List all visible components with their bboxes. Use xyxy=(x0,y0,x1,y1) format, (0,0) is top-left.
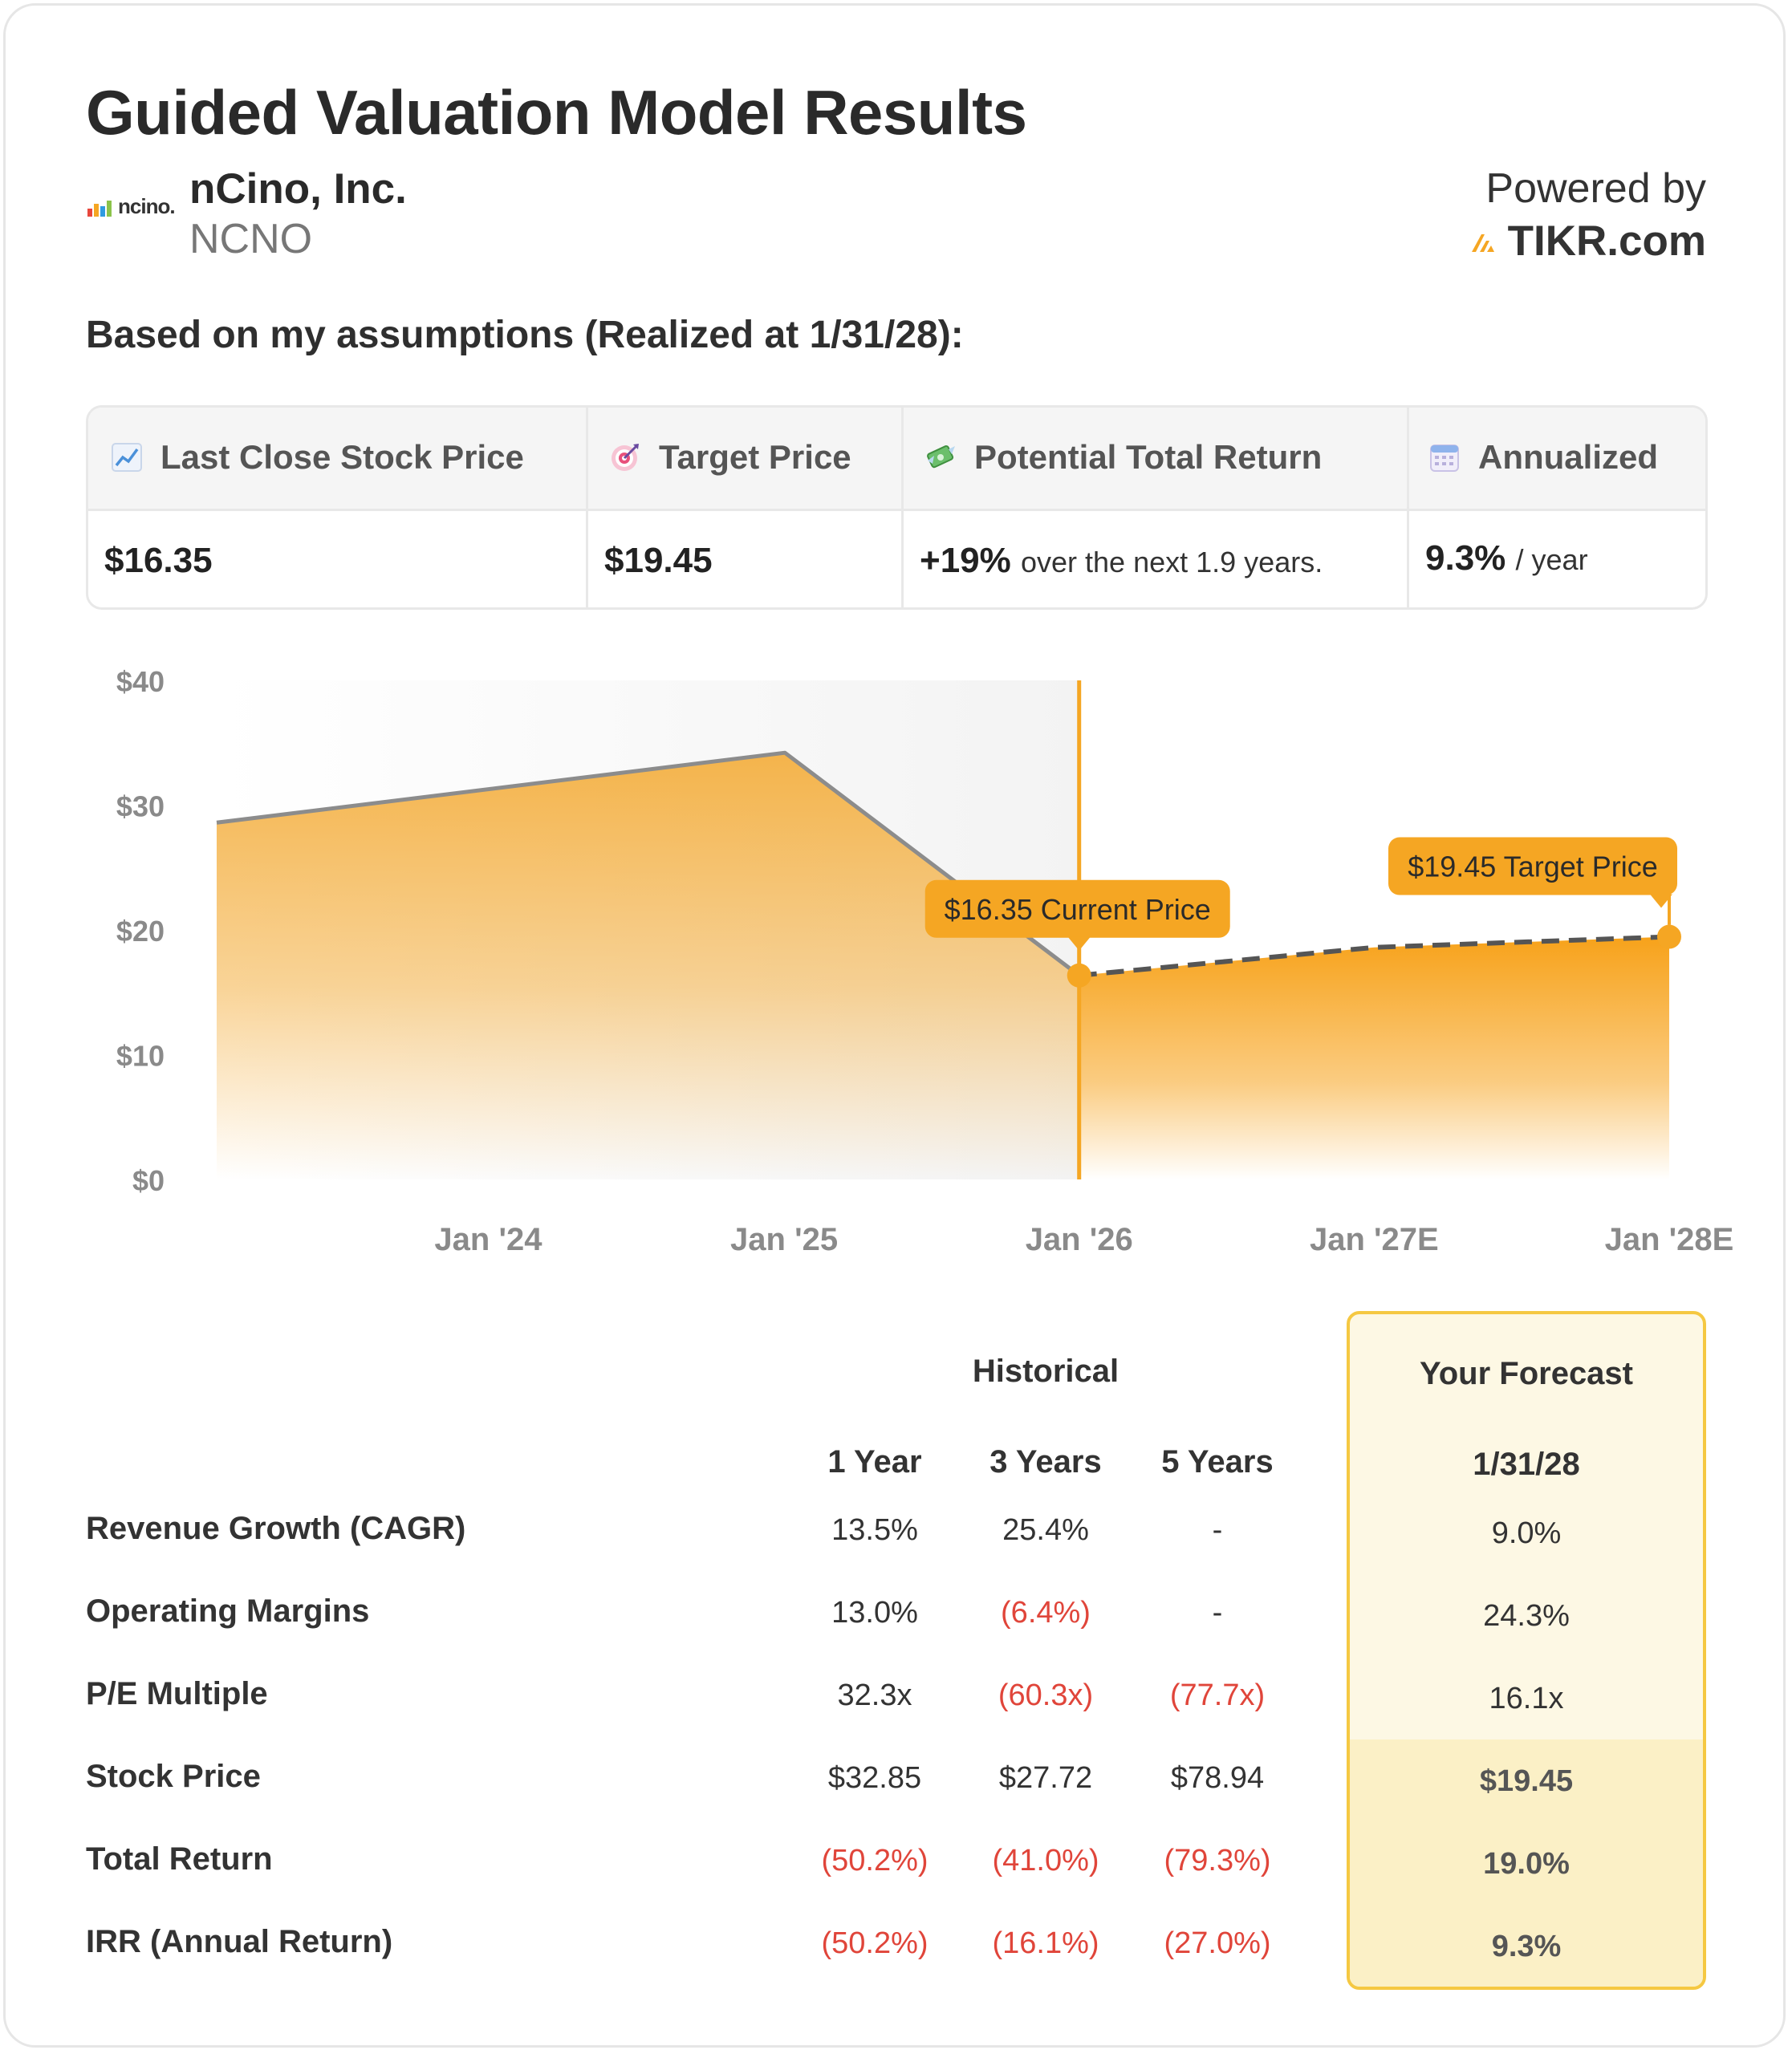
summary-table: Last Close Stock Price $16.35 Target Pri… xyxy=(86,405,1708,610)
y-tick-label: $30 xyxy=(116,790,165,823)
x-tick-label: Jan '25 xyxy=(730,1222,838,1257)
table-cell: $32.85 xyxy=(827,1761,922,1795)
summary-col-last-close: Last Close Stock Price $16.35 xyxy=(88,408,586,607)
annualized-suffix: / year xyxy=(1515,543,1588,576)
summary-col-target: Target Price $19.45 xyxy=(586,408,901,607)
tikr-link[interactable]: TIKR.com xyxy=(1469,217,1706,266)
table-cell: $78.94 xyxy=(1170,1761,1265,1795)
table-cell: 13.0% xyxy=(831,1596,918,1630)
current-price-callout-box xyxy=(924,879,1230,938)
total-return-percent: +19% xyxy=(920,541,1011,580)
summary-header-cell: Potential Total Return xyxy=(924,438,1322,477)
forecast-cell: 19.0% xyxy=(1483,1847,1570,1881)
forecast-cell: 16.1x xyxy=(1489,1682,1564,1715)
historical-header: Historical xyxy=(972,1354,1119,1389)
table-cell: (27.0%) xyxy=(1164,1926,1271,1960)
x-tick-label: Jan '24 xyxy=(434,1222,542,1257)
price-chart: $0 $10 $20 $30 $40 Jan '24 Jan '25 Jan '26 Jan '… xyxy=(116,665,1734,1257)
y-tick-label: $20 xyxy=(116,915,165,948)
y-tick-label: $40 xyxy=(116,665,165,698)
x-tick-label: Jan '27E xyxy=(1310,1222,1439,1257)
ticker-symbol: NCNO xyxy=(189,216,313,262)
row-label: P/E Multiple xyxy=(86,1676,268,1711)
table-cell: 13.5% xyxy=(831,1513,918,1547)
forecast-highlight xyxy=(1350,1739,1703,1987)
assumptions-subtitle: Based on my assumptions (Realized at 1/3… xyxy=(86,314,964,356)
annualized-percent: 9.3% xyxy=(1425,538,1506,578)
target-price-marker xyxy=(1657,924,1681,949)
table-cell: (77.7x) xyxy=(1169,1679,1266,1712)
table-cell: $27.72 xyxy=(998,1761,1093,1795)
summary-header-cell: Last Close Stock Price xyxy=(111,438,524,477)
comparison-table: Historical Your Forecast 1 Year 3 Years … xyxy=(0,1284,1792,2006)
forecast-date-header: 1/31/28 xyxy=(1473,1447,1580,1482)
row-label: Stock Price xyxy=(86,1759,261,1794)
company-name: nCino, Inc. xyxy=(189,165,407,213)
summary-header-label: Target Price xyxy=(659,438,851,476)
row-label: IRR (Annual Return) xyxy=(86,1924,393,1959)
current-price-callout-pointer xyxy=(1067,936,1091,951)
target-value: $19.45 xyxy=(604,541,713,581)
summary-col-total-return: Potential Total Return +19% over the nex… xyxy=(901,408,1407,607)
period-header-5y: 5 Years xyxy=(1161,1444,1274,1480)
table-cell: (60.3x) xyxy=(998,1679,1094,1712)
forecast-area xyxy=(1079,936,1669,1179)
forecast-cell: 24.3% xyxy=(1483,1599,1570,1633)
table-cell: (50.2%) xyxy=(821,1926,929,1960)
tikr-brand: TIKR.com xyxy=(1507,217,1706,265)
total-return-suffix: over the next 1.9 years. xyxy=(1021,546,1323,578)
forecast-cell: 9.3% xyxy=(1491,1930,1562,1963)
x-tick-label: Jan '26 xyxy=(1026,1222,1133,1257)
last-close-price: $16.35 xyxy=(104,541,213,580)
table-cell: (41.0%) xyxy=(992,1844,1099,1877)
table-cell: (6.4%) xyxy=(1001,1596,1091,1630)
target-price-callout-label: $19.45 Target Price xyxy=(1408,850,1658,883)
last-close-value: $16.35 xyxy=(104,541,213,581)
calendar-icon xyxy=(1430,444,1459,472)
summary-header-cell: Target Price xyxy=(609,438,851,477)
summary-col-annualized: Annualized 9.3% / year xyxy=(1407,408,1705,607)
table-cell: - xyxy=(1212,1596,1223,1630)
table-cell: - xyxy=(1212,1513,1223,1547)
forecast-header: Your Forecast xyxy=(1420,1356,1633,1391)
summary-header-label: Last Close Stock Price xyxy=(161,438,524,476)
table-cell: (16.1%) xyxy=(992,1926,1099,1960)
current-price-callout-label: $16.35 Current Price xyxy=(945,893,1211,926)
historical-area xyxy=(217,753,1079,1179)
table-cell: 32.3x xyxy=(837,1679,912,1712)
row-label: Operating Margins xyxy=(86,1593,370,1629)
y-tick-label: $10 xyxy=(116,1040,165,1073)
forecast-cell: $19.45 xyxy=(1479,1764,1574,1798)
summary-header-label: Annualized xyxy=(1478,438,1659,476)
summary-header-label: Potential Total Return xyxy=(974,438,1323,476)
logo-text: ncino. xyxy=(118,194,176,218)
forecast-cell: 9.0% xyxy=(1491,1516,1562,1550)
chart-increasing-icon xyxy=(112,443,142,472)
money-wings-icon xyxy=(927,445,955,469)
company-logo: ncino. xyxy=(86,193,176,218)
target-price: $19.45 xyxy=(604,541,713,580)
target-price-callout-pointer xyxy=(1650,894,1672,908)
current-price-marker xyxy=(1067,963,1091,988)
table-cell: 25.4% xyxy=(1002,1513,1089,1547)
target-price-callout-box xyxy=(1388,837,1677,895)
table-cell: (79.3%) xyxy=(1164,1844,1271,1877)
row-label: Total Return xyxy=(86,1841,273,1877)
forecast-panel xyxy=(1347,1311,1706,1990)
row-label: Revenue Growth (CAGR) xyxy=(86,1511,466,1546)
y-tick-label: $0 xyxy=(132,1164,165,1197)
period-header-1y: 1 Year xyxy=(827,1444,922,1480)
page-title: Guided Valuation Model Results xyxy=(86,77,1027,148)
annualized-value: 9.3% / year xyxy=(1425,538,1588,578)
x-tick-label: Jan '28E xyxy=(1605,1222,1734,1257)
forecast-line xyxy=(1079,934,1670,978)
target-icon xyxy=(612,444,639,471)
summary-header-cell: Annualized xyxy=(1428,438,1658,477)
total-return-value: +19% over the next 1.9 years. xyxy=(920,541,1323,581)
table-cell: (50.2%) xyxy=(821,1844,929,1877)
powered-by-label: Powered by xyxy=(1485,165,1706,212)
period-header-3y: 3 Years xyxy=(989,1444,1102,1480)
tikr-logo-icon xyxy=(1471,233,1494,252)
